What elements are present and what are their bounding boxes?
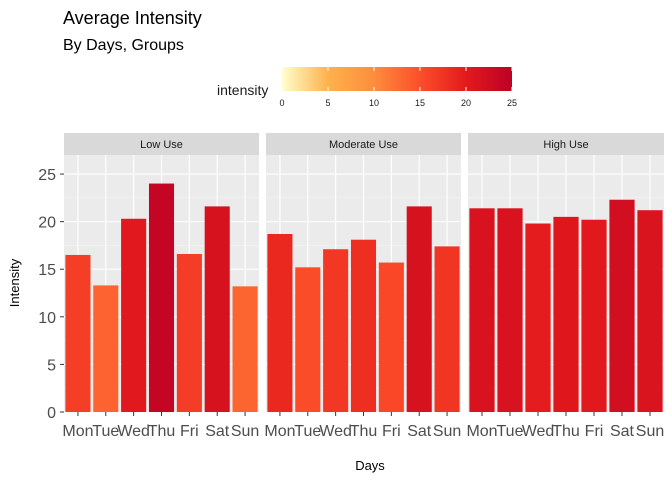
legend-tick-label: 20 [461,98,471,108]
bar [637,210,663,412]
facet-strip [64,133,259,155]
y-tick-label: 20 [38,215,56,232]
bar [553,216,579,412]
x-tick-label: Sun [231,423,259,440]
bar [469,208,495,412]
y-tick-label: 0 [47,405,56,422]
chart-subtitle: By Days, Groups [63,37,184,54]
color-legend: intensity 0 5 10 15 20 25 [217,67,517,108]
bar [267,234,293,412]
legend-tick-label: 0 [279,98,284,108]
x-axis-title: Days [355,458,385,473]
y-tick-label: 25 [38,167,56,184]
x-tick-label: Thu [148,423,176,440]
facet-strip-label: Moderate Use [329,139,398,151]
bar [406,206,432,412]
bar [93,285,119,412]
x-tick-label: Sun [433,423,461,440]
chart-title: Average Intensity [63,8,202,28]
legend-tick-label: 15 [415,98,425,108]
bar [232,286,258,412]
bar [65,254,91,412]
x-tick-label: Tue [92,423,119,440]
y-tick-label: 5 [47,357,56,374]
x-tick-label: Tue [497,423,524,440]
x-tick-label: Mon [62,423,93,440]
bar [323,249,349,412]
facet-strip-label: High Use [543,139,588,151]
facet-strip-label: Low Use [140,139,183,151]
bar [176,253,202,412]
legend-tick-label: 25 [507,98,517,108]
legend-ticks: 0 5 10 15 20 25 [279,67,517,108]
bar [121,218,147,412]
bar [350,239,377,412]
x-tick-label: Fri [585,423,604,440]
legend-colorbar [282,67,512,91]
x-tick-label: Tue [294,423,321,440]
legend-title: intensity [217,82,268,98]
x-tick-label: Sun [636,423,664,440]
bar [497,208,523,412]
y-axis-title: Intensity [7,258,22,307]
y-tick-label: 10 [38,310,56,327]
legend-tick-label: 5 [325,98,330,108]
y-tick-label: 15 [38,262,56,279]
bar [434,246,460,412]
bar [295,267,321,412]
x-tick-label: Wed [522,423,555,440]
x-tick-label: Sat [407,423,432,440]
bar [609,199,635,412]
x-tick-label: Wed [117,423,150,440]
bar [525,223,551,412]
x-tick-label: Sat [205,423,230,440]
x-tick-label: Mon [466,423,497,440]
x-tick-label: Fri [180,423,199,440]
bar [581,219,607,412]
x-tick-label: Wed [319,423,352,440]
y-axis: 0 5 10 15 20 25 [38,167,64,422]
x-tick-label: Mon [264,423,295,440]
x-tick-label: Sat [610,423,635,440]
x-tick-label: Fri [382,423,401,440]
facet-strip [468,133,664,155]
bar [204,206,230,412]
bar [148,183,175,412]
facet-strip [266,133,461,155]
legend-tick-label: 10 [369,98,379,108]
x-tick-label: Thu [350,423,378,440]
bar [378,262,404,412]
x-tick-label: Thu [552,423,580,440]
